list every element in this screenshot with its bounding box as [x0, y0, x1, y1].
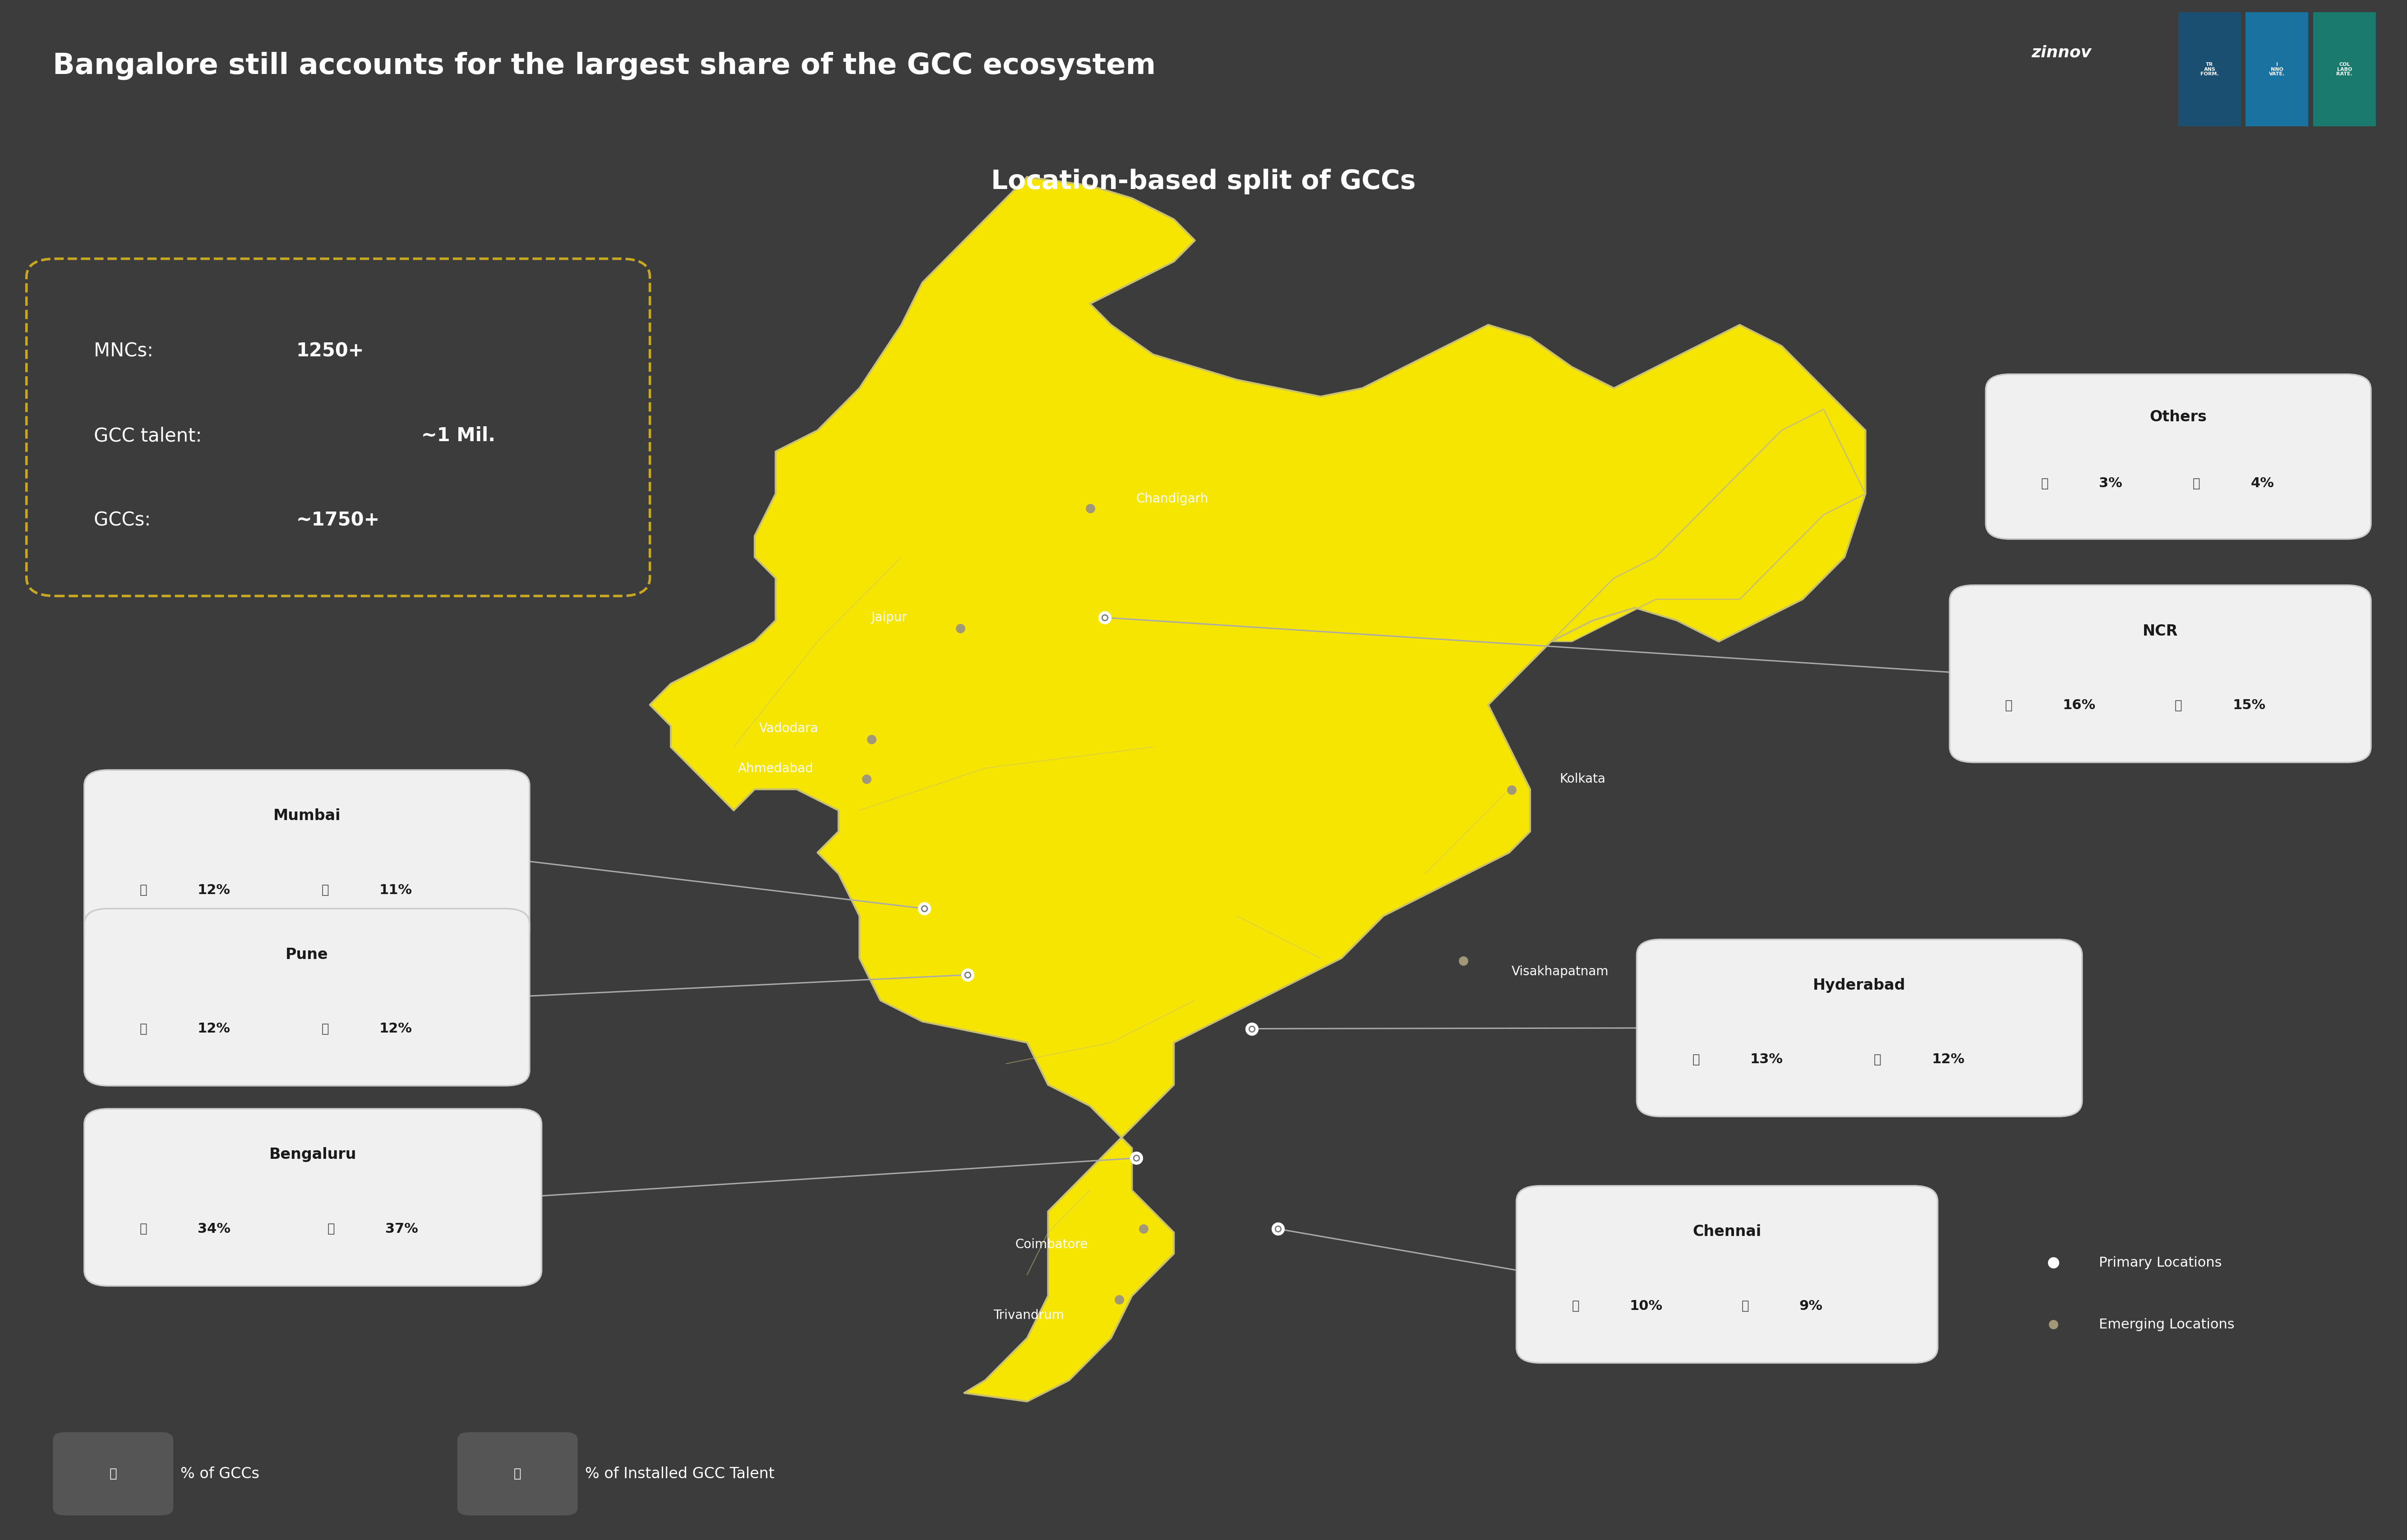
Text: 👥: 👥	[513, 1468, 522, 1480]
Polygon shape	[1550, 410, 1865, 642]
Text: Bengaluru: Bengaluru	[270, 1147, 356, 1163]
Text: ⚾: ⚾	[140, 1023, 147, 1035]
Text: 👥: 👥	[323, 884, 330, 896]
Text: ~1 Mil.: ~1 Mil.	[421, 427, 496, 445]
Text: 👥: 👥	[1743, 1300, 1750, 1312]
Text: 3%: 3%	[2099, 477, 2123, 490]
Text: Primary Locations: Primary Locations	[2099, 1257, 2222, 1269]
Text: zinnov: zinnov	[2032, 45, 2092, 60]
FancyBboxPatch shape	[457, 1432, 578, 1515]
Text: Hyderabad: Hyderabad	[1812, 978, 1906, 993]
Text: 12%: 12%	[1930, 1053, 1964, 1066]
Text: 👥: 👥	[1873, 1053, 1882, 1066]
Text: NCR: NCR	[2142, 624, 2178, 639]
Text: Bangalore still accounts for the largest share of the GCC ecosystem: Bangalore still accounts for the largest…	[53, 52, 1155, 80]
FancyBboxPatch shape	[53, 1432, 173, 1515]
Text: 12%: 12%	[378, 1023, 412, 1035]
FancyBboxPatch shape	[2246, 12, 2308, 126]
Text: Jaipur: Jaipur	[871, 611, 907, 624]
FancyBboxPatch shape	[2178, 12, 2241, 126]
Text: 10%: 10%	[1630, 1300, 1663, 1312]
Text: Mumbai: Mumbai	[272, 809, 342, 824]
Text: 👥: 👥	[327, 1223, 335, 1235]
FancyBboxPatch shape	[1516, 1186, 1938, 1363]
Text: 16%: 16%	[2063, 699, 2096, 711]
Text: Pune: Pune	[286, 947, 327, 962]
Text: ~1750+: ~1750+	[296, 511, 380, 530]
Text: Ahmedabad: Ahmedabad	[739, 762, 814, 775]
FancyBboxPatch shape	[84, 909, 530, 1086]
Text: GCCs:: GCCs:	[94, 511, 156, 530]
Text: Chennai: Chennai	[1692, 1224, 1762, 1240]
Text: ⚾: ⚾	[1692, 1053, 1699, 1066]
Text: 13%: 13%	[1750, 1053, 1784, 1066]
Text: I
NNO
VATE.: I NNO VATE.	[2270, 62, 2284, 77]
Text: 15%: 15%	[2234, 699, 2265, 711]
Text: Visakhapatnam: Visakhapatnam	[1512, 966, 1608, 978]
Text: Location-based split of GCCs: Location-based split of GCCs	[992, 169, 1415, 194]
Text: 1250+: 1250+	[296, 342, 363, 360]
Text: Chandigarh: Chandigarh	[1136, 493, 1208, 505]
Text: 11%: 11%	[378, 884, 412, 896]
Text: 4%: 4%	[2251, 477, 2275, 490]
Text: % of GCCs: % of GCCs	[181, 1466, 260, 1481]
Text: 37%: 37%	[385, 1223, 419, 1235]
Text: Trivandrum: Trivandrum	[994, 1309, 1064, 1321]
Text: 👥: 👥	[323, 1023, 330, 1035]
Text: ⚾: ⚾	[1572, 1300, 1579, 1312]
Text: 9%: 9%	[1800, 1300, 1822, 1312]
Polygon shape	[650, 177, 1865, 1401]
Text: 👥: 👥	[2193, 477, 2200, 490]
FancyBboxPatch shape	[84, 770, 530, 947]
FancyBboxPatch shape	[1950, 585, 2371, 762]
Text: ⚾: ⚾	[2005, 699, 2012, 711]
FancyBboxPatch shape	[0, 0, 2407, 139]
Text: % of Installed GCC Talent: % of Installed GCC Talent	[585, 1466, 775, 1481]
Text: 👥: 👥	[2176, 699, 2183, 711]
Text: TR
ANS
FORM.: TR ANS FORM.	[2200, 62, 2219, 77]
Text: 12%: 12%	[197, 884, 231, 896]
Text: 34%: 34%	[197, 1223, 231, 1235]
Text: ⚾: ⚾	[140, 884, 147, 896]
Text: ⚾: ⚾	[108, 1468, 118, 1480]
Text: ⚾: ⚾	[140, 1223, 147, 1235]
Text: GCC talent:: GCC talent:	[94, 427, 207, 445]
Text: 12%: 12%	[197, 1023, 231, 1035]
Text: MNCs:: MNCs:	[94, 342, 159, 360]
Text: Coimbatore: Coimbatore	[1016, 1238, 1088, 1250]
Text: ⚾: ⚾	[2041, 477, 2048, 490]
FancyBboxPatch shape	[1986, 374, 2371, 539]
Text: Vadodara: Vadodara	[758, 722, 818, 735]
Text: COL
LABO
RATE.: COL LABO RATE.	[2337, 62, 2352, 77]
Text: Kolkata: Kolkata	[1560, 773, 1605, 785]
Text: Emerging Locations: Emerging Locations	[2099, 1318, 2234, 1331]
FancyBboxPatch shape	[1637, 939, 2082, 1116]
FancyBboxPatch shape	[2313, 12, 2376, 126]
Text: Others: Others	[2149, 410, 2207, 425]
FancyBboxPatch shape	[84, 1109, 542, 1286]
